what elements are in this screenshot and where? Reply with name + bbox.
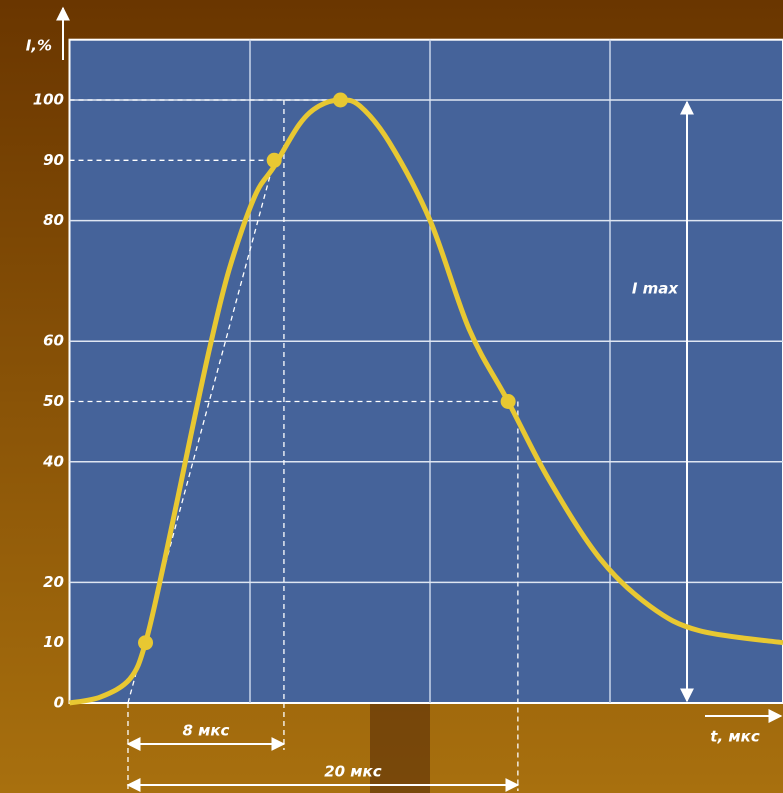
- amplitude-label: I max: [632, 280, 680, 298]
- duration-label: 8 мкс: [182, 722, 229, 740]
- duration-label: 20 мкс: [324, 763, 382, 781]
- y-tick-label: 60: [43, 332, 64, 350]
- plot-area: [70, 40, 783, 703]
- y-axis-label: I,%: [26, 37, 52, 55]
- y-tick-label: 20: [43, 573, 64, 591]
- chart: 0 10 20 40 50 60 80 90 100 I,% t, мкс 8 мкс 20 мкс I …: [0, 0, 783, 793]
- key-point: [267, 153, 282, 168]
- y-tick-label: 50: [43, 392, 64, 410]
- key-point: [501, 394, 516, 409]
- y-tick-label: 0: [54, 694, 64, 712]
- key-point: [138, 635, 153, 650]
- y-tick-label: 10: [43, 633, 64, 651]
- y-tick-label: 40: [42, 452, 64, 470]
- y-tick-label: 90: [43, 151, 64, 169]
- y-tick-label: 80: [43, 211, 64, 229]
- y-tick-label: 100: [33, 91, 64, 109]
- key-point: [333, 93, 348, 108]
- x-axis-label: t, мкс: [710, 728, 760, 746]
